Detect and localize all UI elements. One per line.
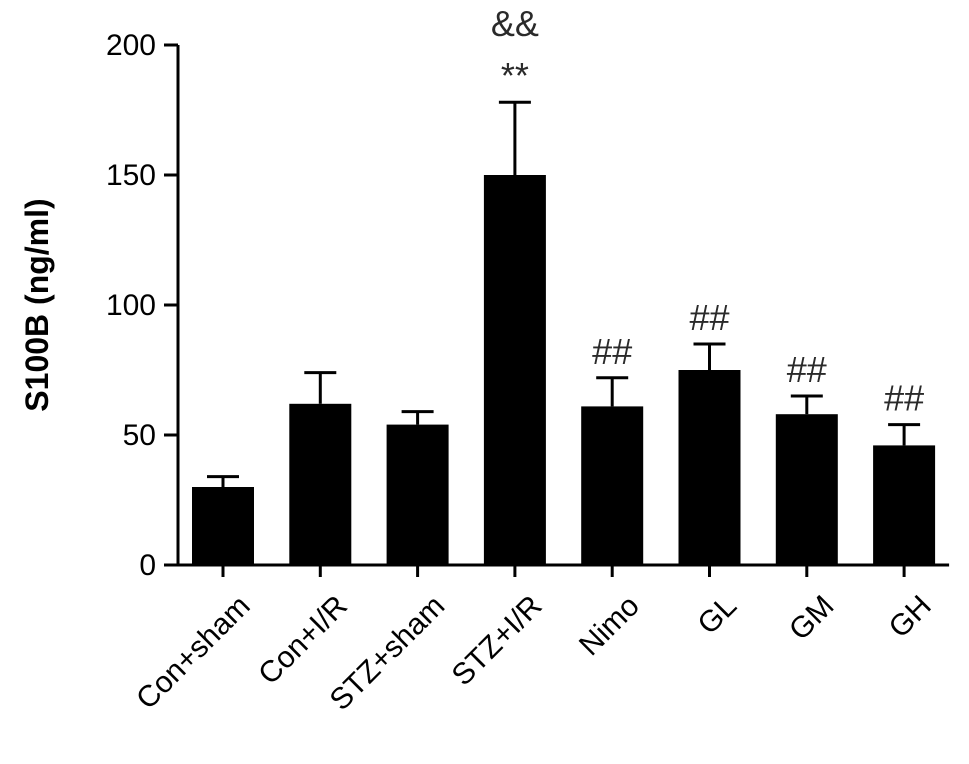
significance-annotations: ** && ## ## ## ## <box>491 3 924 418</box>
bars <box>192 175 936 565</box>
significance-mark: ## <box>787 349 827 390</box>
bar <box>678 370 741 565</box>
y-tick-label: 50 <box>123 419 156 452</box>
y-tick-label: 100 <box>106 289 156 322</box>
bar <box>289 403 352 565</box>
significance-mark: ** <box>501 55 529 96</box>
y-tick-label: 200 <box>106 29 156 62</box>
bar <box>386 424 449 565</box>
bar <box>483 175 546 565</box>
x-tick-label: Con+I/R <box>252 589 354 691</box>
significance-mark: && <box>491 3 539 44</box>
bar <box>873 445 936 565</box>
x-tick-label: GL <box>692 589 744 641</box>
bar <box>581 406 644 565</box>
error-bars <box>207 100 921 487</box>
y-tick-label: 150 <box>106 159 156 192</box>
y-axis-title: S100B (ng/ml) <box>19 198 55 411</box>
significance-mark: ## <box>884 378 924 419</box>
x-tick-label: Con+sham <box>130 589 257 716</box>
x-tick-label: GH <box>883 589 938 644</box>
bar <box>775 414 838 565</box>
significance-mark: ## <box>689 297 729 338</box>
x-tick-label: GM <box>783 589 841 647</box>
x-tick-label: STZ+I/R <box>446 589 549 692</box>
x-tick-label: Nimo <box>573 589 646 662</box>
bar <box>192 487 254 565</box>
significance-mark: ## <box>592 331 632 372</box>
y-axis-ticks: 0 50 100 150 200 <box>106 29 178 582</box>
y-tick-label: 0 <box>139 549 156 582</box>
